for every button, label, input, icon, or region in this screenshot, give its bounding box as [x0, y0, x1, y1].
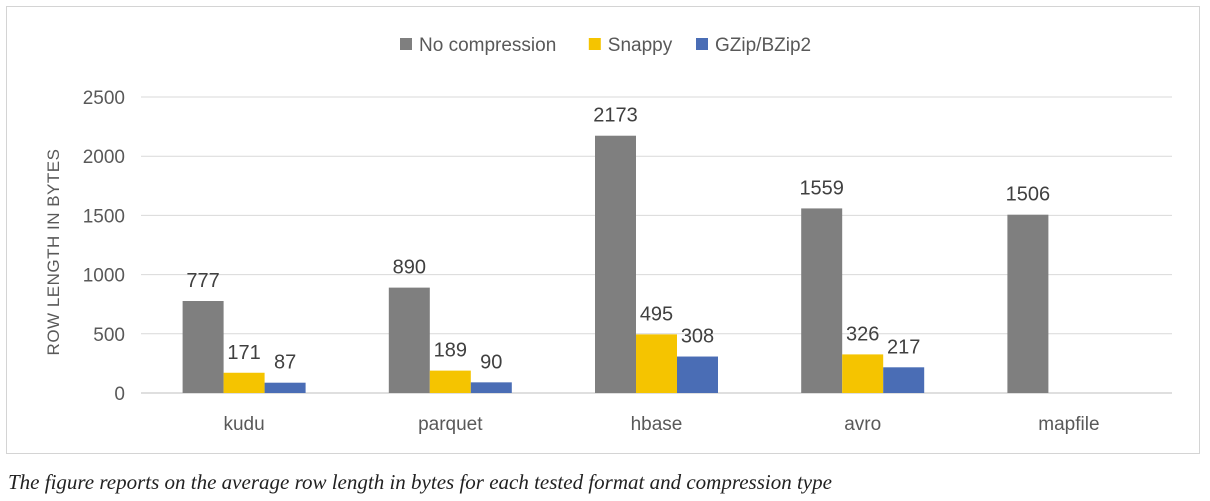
- data-label: 1559: [799, 177, 844, 199]
- legend-swatch: [588, 38, 601, 50]
- y-tick-label: 2500: [83, 88, 125, 109]
- bar-parquet-gzip-bzip2: [470, 382, 512, 393]
- x-axis-categories: kudu parquet hbase avro mapfile: [223, 414, 1099, 435]
- x-category-label: hbase: [631, 414, 683, 435]
- x-category-label: avro: [844, 414, 881, 435]
- data-label: 2173: [593, 105, 638, 127]
- legend-label: GZip/BZip2: [715, 35, 811, 56]
- data-label: 87: [274, 352, 296, 374]
- y-axis-ticks: 0 500 1000 1500 2000 2500: [83, 88, 125, 405]
- bar-hbase-no-compression: [595, 135, 636, 393]
- gridlines: [141, 96, 1172, 394]
- data-label: 495: [640, 303, 673, 325]
- legend-swatch: [400, 38, 412, 50]
- chart-frame: 777 171 87 890 189 90 2173 495 308 1559 326 217 1506…: [6, 6, 1200, 454]
- data-label: 777: [186, 270, 219, 292]
- bar-kudu-gzip-bzip2: [264, 382, 306, 393]
- bar-hbase-snappy: [636, 334, 677, 393]
- y-axis-title: ROW LENGTH IN BYTES: [44, 149, 63, 356]
- bar-avro-gzip-bzip2: [883, 367, 925, 393]
- data-label: 217: [887, 336, 920, 358]
- y-tick-label: 0: [114, 384, 125, 405]
- x-category-label: parquet: [418, 414, 483, 435]
- x-category-label: mapfile: [1038, 414, 1099, 435]
- data-label: 189: [434, 340, 467, 362]
- x-category-label: kudu: [223, 414, 264, 435]
- bars: [182, 135, 1049, 393]
- bar-kudu-no-compression: [182, 301, 224, 393]
- data-label: 171: [227, 342, 260, 364]
- data-label: 326: [846, 323, 879, 345]
- bar-chart: 777 171 87 890 189 90 2173 495 308 1559 326 217 1506…: [44, 35, 1172, 435]
- data-label: 308: [681, 326, 714, 348]
- bar-parquet-no-compression: [388, 287, 430, 393]
- data-labels: 777 171 87 890 189 90 2173 495 308 1559 326 217 1506: [186, 105, 1050, 374]
- legend-label: Snappy: [608, 35, 673, 56]
- bar-mapfile-no-compression: [1007, 214, 1049, 393]
- data-label: 1506: [1006, 184, 1051, 206]
- y-tick-label: 1500: [83, 206, 125, 227]
- y-tick-label: 2000: [83, 147, 125, 168]
- legend-label: No compression: [419, 35, 556, 56]
- y-tick-label: 1000: [83, 266, 125, 287]
- legend: No compression Snappy GZip/BZip2: [400, 35, 811, 56]
- data-label: 890: [393, 257, 426, 279]
- bar-parquet-snappy: [429, 370, 471, 393]
- bar-kudu-snappy: [223, 372, 265, 393]
- bar-avro-snappy: [842, 354, 884, 393]
- figure-caption: The figure reports on the average row le…: [8, 470, 832, 494]
- bar-avro-no-compression: [801, 208, 843, 393]
- bar-hbase-gzip-bzip2: [677, 356, 718, 393]
- legend-swatch: [696, 38, 708, 50]
- data-label: 90: [480, 351, 502, 373]
- y-tick-label: 500: [93, 325, 125, 346]
